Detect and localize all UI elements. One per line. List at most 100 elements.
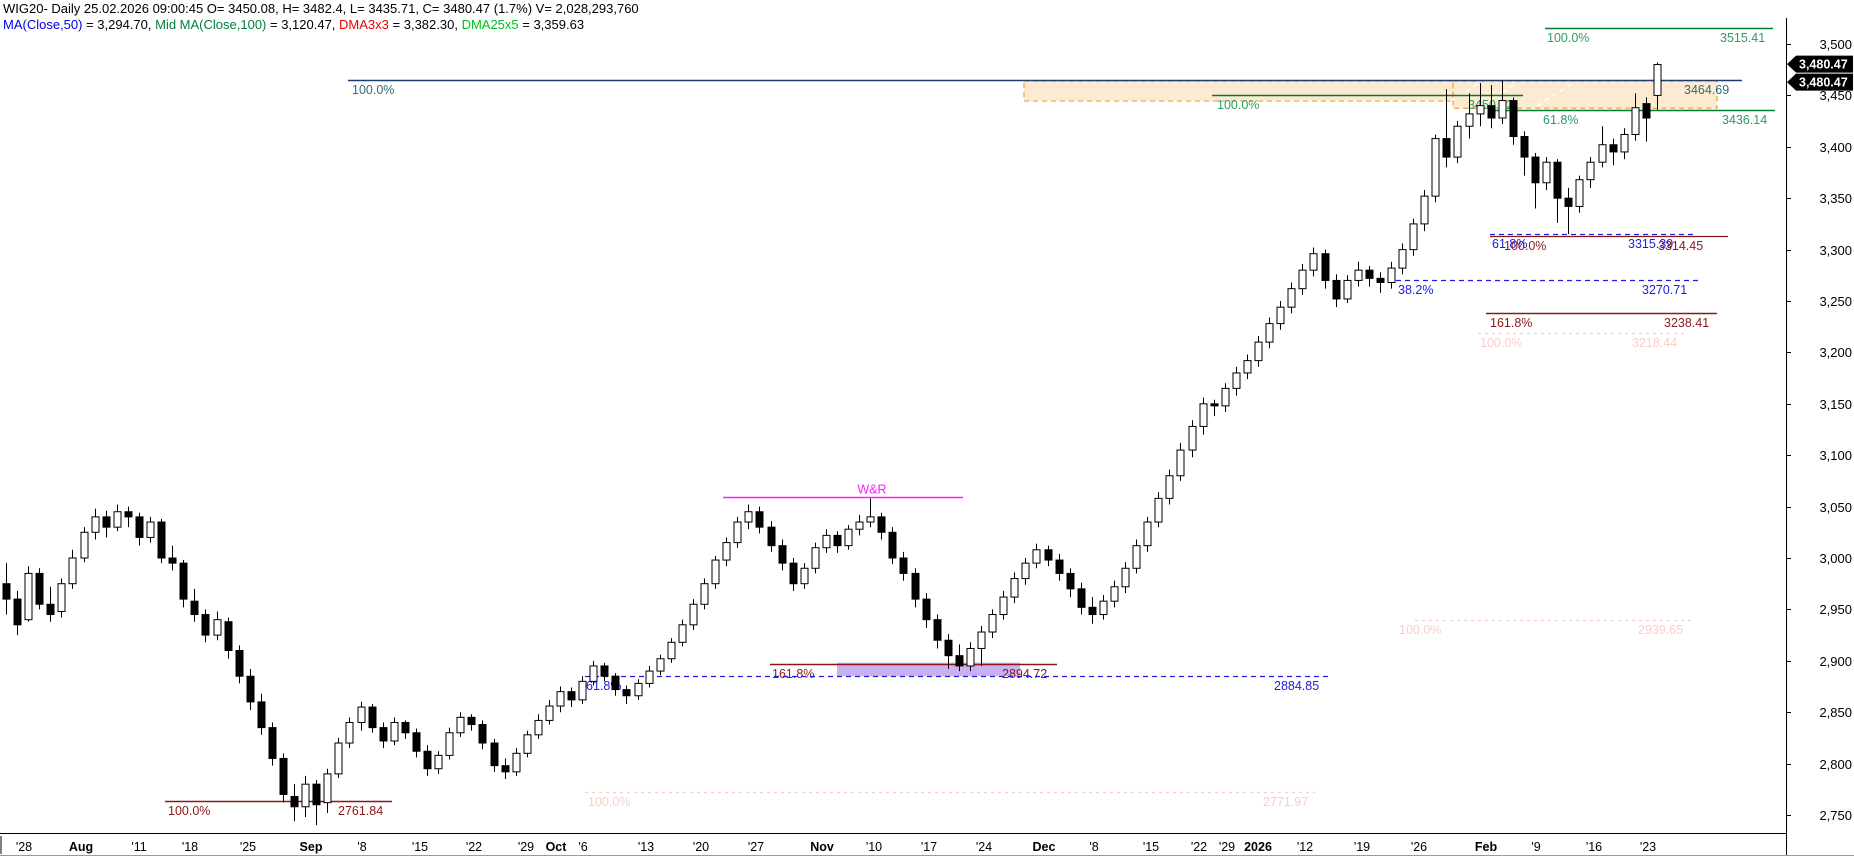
fib-level-label: 161.8% [1490, 316, 1532, 330]
candle-bar [789, 558, 798, 591]
candle-bar [744, 504, 753, 530]
candle-bar [1210, 399, 1219, 417]
candle-bar [700, 578, 709, 610]
candle-bar [46, 586, 55, 622]
candle-bar [611, 673, 620, 696]
white-dashed-diagonal [1486, 82, 1517, 104]
candle-bar [1132, 539, 1141, 574]
candle-bar [833, 531, 842, 553]
candle-bar [512, 748, 521, 776]
candle-bar [13, 590, 22, 636]
candle-bar [689, 599, 698, 630]
candle-bar [368, 703, 377, 733]
fib-level-label: 3314.45 [1658, 239, 1703, 253]
fib-level-label: 3515.41 [1720, 31, 1765, 45]
candle-bar [80, 527, 89, 563]
fib-level-label: 100.0% [168, 804, 210, 818]
date-tick-label: '10 [866, 840, 882, 854]
candle-bar [113, 504, 122, 532]
price-tick-label: 3,300 [1819, 243, 1852, 258]
date-axis[interactable]: '28 Aug '11 '18 '25 Sep '8 '15 '22 '29 Oct '6 '13 '20… [16, 840, 1656, 854]
price-tick-label: 3,500 [1819, 37, 1852, 52]
candle-bar [168, 545, 177, 571]
chart-title-block: WIG20- Daily 25.02.2026 09:00:45 O= 3450… [3, 1, 639, 33]
candle-bar [146, 516, 155, 543]
fib-level-label: 2894.72 [1002, 667, 1047, 681]
date-tick-label: Sep [300, 840, 323, 854]
candle-bar [1398, 243, 1407, 275]
date-tick-label: '29 [518, 840, 534, 854]
date-tick-label: '13 [638, 840, 654, 854]
candle-bar [323, 768, 332, 813]
candle-bar [844, 525, 853, 550]
candle-bar [1221, 383, 1230, 413]
date-tick-label: '20 [693, 840, 709, 854]
candle-bar [822, 529, 831, 553]
candlestick-layer[interactable] [2, 62, 1662, 826]
fib-level-label: 3238.41 [1664, 316, 1709, 330]
candle-bar [1066, 568, 1075, 598]
candle-bar [301, 775, 310, 818]
candle-bar [1176, 442, 1185, 481]
title-indicator-segment: DMA25x5 [461, 17, 519, 32]
fib-level-label: 3436.14 [1722, 113, 1767, 127]
fib-level-label: 38.2% [1398, 283, 1433, 297]
date-tick-label: '12 [1297, 840, 1313, 854]
candle-bar [235, 645, 244, 684]
candle-bar [91, 508, 100, 540]
fib-level-label: 2939.65 [1638, 623, 1683, 637]
fib-level-label: 3315.39 [1628, 237, 1673, 251]
candle-bar [412, 728, 421, 758]
fib-level-label: 61.8% [1492, 237, 1527, 251]
date-tick-label: '22 [1191, 840, 1207, 854]
candle-bar [1653, 62, 1662, 110]
date-tick-label: '8 [357, 840, 366, 854]
candle-bar [899, 551, 908, 581]
candle-bar [877, 512, 886, 540]
candle-bar [1453, 121, 1462, 164]
candle-bar [1487, 85, 1496, 129]
last-price-tag: 3,480.47 [1787, 55, 1853, 73]
candle-bar [1276, 301, 1285, 330]
price-tick-label: 2,800 [1819, 757, 1852, 772]
candle-bar [1143, 516, 1152, 552]
fib-level-label: 100.0% [588, 795, 630, 809]
candle-bar [999, 590, 1008, 620]
candle-bar [1631, 93, 1640, 141]
candle-bar [911, 568, 920, 608]
candle-bar [35, 568, 44, 610]
candle-bar [855, 514, 864, 536]
price-tick-label: 2,950 [1819, 602, 1852, 617]
price-axis[interactable]: 3,500 3,450 3,400 3,350 3,300 3,250 3,200 3,150… [0, 18, 1853, 855]
price-tick-label: 2,750 [1819, 808, 1852, 823]
candle-bar [379, 722, 388, 749]
candle-bar [1498, 79, 1507, 125]
title-indicator-segment: = 3,294.70, [82, 17, 156, 32]
last-price-tag: 3,480.47 [1787, 73, 1853, 91]
candle-bar [1586, 157, 1595, 188]
date-tick-label: Aug [69, 840, 93, 854]
status-bar: Created with AmiBroker - advanced charti… [0, 855, 1854, 868]
date-tick-label: '11 [131, 840, 146, 854]
candle-bar [1332, 274, 1341, 308]
fib-level-label: 2884.85 [1274, 679, 1319, 693]
candle-bar [545, 699, 554, 725]
fib-level-label: 100.0% [1480, 336, 1522, 350]
candle-bar [578, 676, 587, 704]
candle-bar [478, 720, 487, 750]
fib-level-label: 3270.71 [1642, 283, 1687, 297]
fib-level-label: 2771.97 [1263, 795, 1308, 809]
fib-level-label: 100.0% [1399, 623, 1441, 637]
fib-level-label: 161.8% [772, 667, 814, 681]
candle-bar [1365, 266, 1374, 287]
candle-bar [645, 665, 654, 688]
candle-bar [257, 693, 266, 735]
candle-bar [390, 717, 399, 746]
chart-title-line1: WIG20- Daily 25.02.2026 09:00:45 O= 3450… [3, 1, 639, 16]
date-tick-label: '27 [748, 840, 764, 854]
candle-bar [1465, 93, 1474, 139]
title-indicator-segment: = 3,382.30, [388, 17, 462, 32]
candle-bar [1309, 247, 1318, 277]
candle-bar [456, 712, 465, 737]
